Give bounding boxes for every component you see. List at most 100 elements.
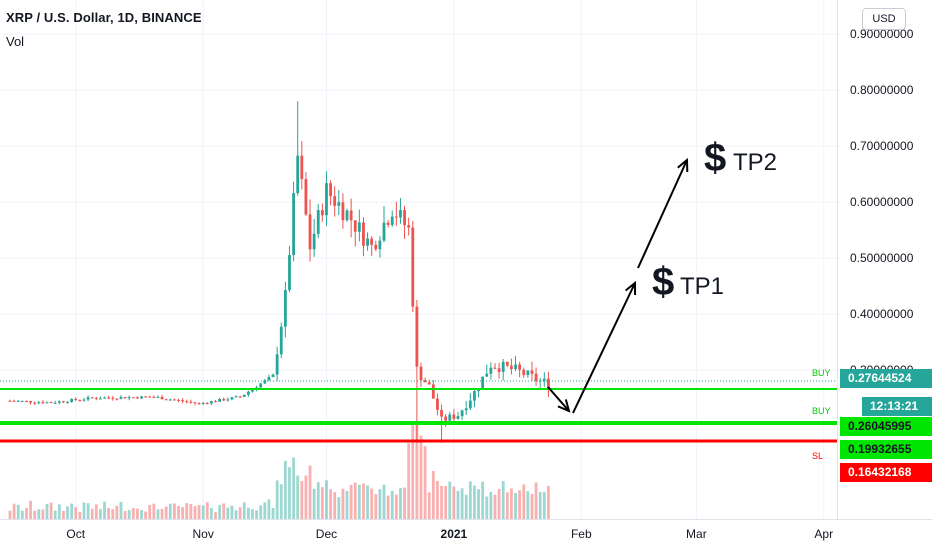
- time-tick-label: Nov: [192, 527, 213, 541]
- candle-body: [456, 416, 460, 420]
- tp1-arrow: [572, 282, 636, 414]
- volume-bar: [522, 484, 526, 520]
- candle-body: [25, 400, 28, 402]
- time-tick-label: Dec: [316, 527, 337, 541]
- volume-bar: [419, 435, 423, 520]
- volume-bar: [29, 500, 32, 520]
- candle: [518, 361, 522, 378]
- candle-body: [181, 400, 185, 402]
- down-arrow: [547, 386, 570, 412]
- volume-bar: [399, 487, 402, 520]
- candle-body: [473, 391, 476, 401]
- candle-body: [62, 401, 65, 403]
- candle-body: [173, 399, 176, 401]
- candle-body: [20, 400, 24, 402]
- candle-body: [292, 193, 295, 256]
- candle-body: [378, 240, 382, 250]
- candle: [411, 220, 415, 313]
- volume-bar: [547, 485, 550, 520]
- candle: [329, 180, 332, 206]
- candle-body: [33, 402, 37, 404]
- currency-button[interactable]: USD: [862, 8, 906, 30]
- symbol-title[interactable]: XRP / U.S. Dollar, 1D, BINANCE: [6, 10, 202, 25]
- candle-body: [177, 399, 180, 401]
- candle: [66, 401, 69, 404]
- candle-body: [279, 326, 283, 355]
- volume-bar: [452, 486, 456, 520]
- sl-price-tag: 0.16432168: [840, 463, 932, 482]
- candle: [57, 400, 61, 405]
- candle: [267, 374, 271, 382]
- time-axis[interactable]: Oct Nov Dec 2021 Feb Mar Apr: [66, 527, 833, 541]
- volume-bar: [386, 495, 390, 520]
- candle: [452, 409, 456, 423]
- candle: [374, 240, 378, 252]
- candle: [300, 141, 304, 190]
- candle-body: [251, 389, 254, 392]
- volume-bar: [477, 489, 480, 520]
- candle: [99, 396, 102, 400]
- candle: [144, 396, 148, 398]
- volume-bar: [238, 507, 242, 520]
- candle: [242, 394, 246, 398]
- volume-bar: [173, 503, 176, 520]
- volume-bar: [481, 481, 485, 520]
- candle-body: [234, 396, 238, 398]
- candle: [181, 397, 185, 404]
- tp1-arrow-head: [625, 280, 637, 296]
- volume-bar: [103, 501, 106, 520]
- candle: [209, 400, 213, 405]
- candle-body: [288, 255, 291, 291]
- volume-bar: [148, 504, 152, 520]
- volume-bar: [534, 482, 538, 520]
- candle-body: [168, 399, 172, 401]
- candle: [214, 399, 217, 403]
- candle: [283, 281, 287, 338]
- volume-indicator-label[interactable]: Vol: [6, 34, 25, 49]
- volume-bar: [267, 499, 271, 520]
- volume-bar: [193, 506, 197, 520]
- candle-body: [45, 402, 49, 404]
- projection-arrows: [547, 157, 689, 414]
- volume-bar: [345, 490, 349, 520]
- candle: [481, 376, 485, 390]
- candle: [33, 401, 37, 405]
- candle-body: [415, 306, 419, 367]
- candle: [8, 399, 12, 402]
- candle: [222, 397, 226, 401]
- volume-bar: [209, 507, 213, 520]
- candle-body: [370, 238, 374, 245]
- candle-body: [518, 364, 522, 370]
- candle-body: [308, 214, 312, 250]
- candle: [25, 400, 28, 403]
- candle: [115, 398, 119, 401]
- candle: [230, 396, 234, 401]
- candle-body: [275, 354, 279, 375]
- volume-bar: [246, 507, 250, 520]
- volume-bar: [136, 508, 139, 520]
- volume-bar: [333, 492, 337, 520]
- candle: [296, 101, 300, 196]
- candle-body: [99, 398, 102, 400]
- volume-bar: [415, 425, 419, 520]
- volume-bar: [448, 481, 452, 520]
- volume-bar: [497, 488, 501, 520]
- candle-body: [337, 202, 341, 206]
- volume-bar: [205, 502, 209, 520]
- candle-body: [136, 397, 139, 399]
- candle-body: [316, 210, 320, 234]
- volume-bar: [370, 488, 374, 520]
- price-axis[interactable]: 0.90000000 0.80000000 0.70000000 0.60000000…: [850, 27, 914, 377]
- volume-bar: [374, 494, 378, 520]
- level-price-tag: 0.19932655: [840, 440, 932, 459]
- candle-body: [74, 398, 78, 400]
- buy-level-label: BUY: [812, 406, 831, 416]
- candle: [390, 210, 394, 227]
- candle: [357, 209, 361, 242]
- candle: [218, 397, 222, 402]
- candle: [185, 399, 189, 404]
- candle: [127, 395, 131, 401]
- candle: [275, 346, 279, 381]
- volume-bar: [366, 485, 369, 520]
